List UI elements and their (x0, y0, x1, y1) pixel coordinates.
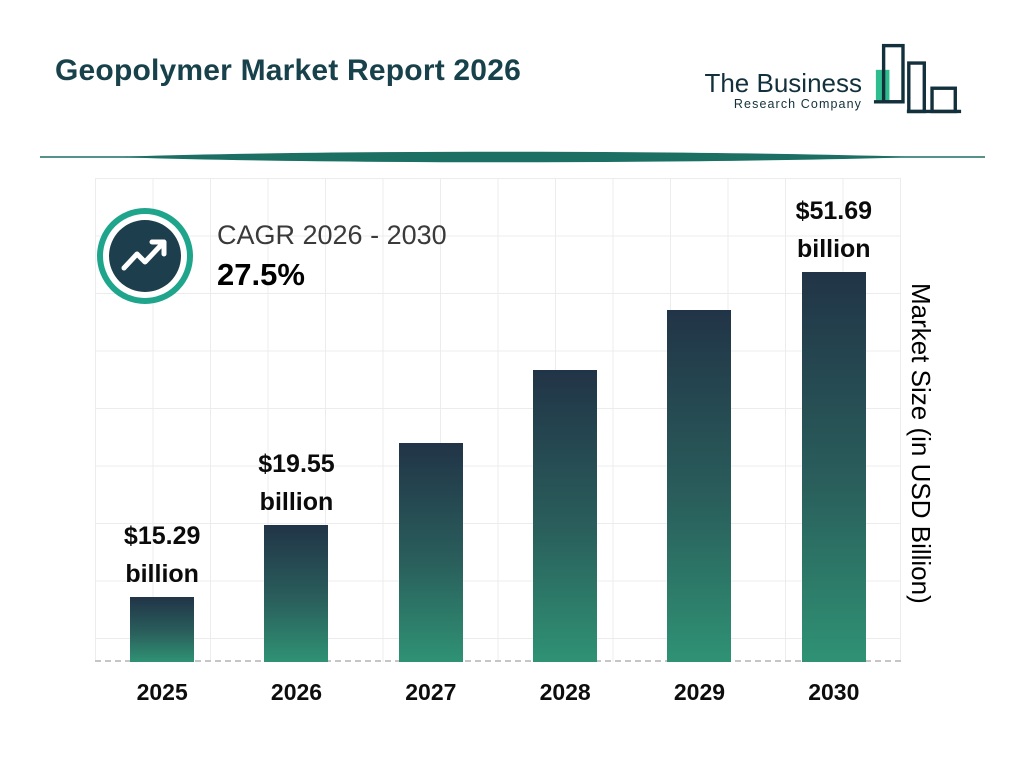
chart-columns: $15.29 billion 2025 $19.55 billion 2026 2027 20… (95, 178, 901, 708)
bar-chart: $15.29 billion 2025 $19.55 billion 2026 2027 20… (95, 178, 901, 708)
cagr-value: 27.5% (217, 256, 305, 292)
y-axis-title: Market Size (in USD Billion) (906, 283, 936, 604)
trend-up-icon (97, 208, 193, 304)
divider-line (40, 151, 985, 163)
chart-column-2029: 2029 (632, 178, 766, 708)
bar-2029 (667, 310, 732, 662)
cagr-texts: CAGR 2026 - 2030 27.5% (217, 220, 447, 293)
bar-2025 (130, 597, 195, 662)
bar-value-label-2030: $51.69 billion (795, 197, 873, 263)
page-title: Geopolymer Market Report 2026 (55, 54, 521, 87)
chart-column-2028: 2028 (498, 178, 632, 708)
bar-chart-logo-icon (873, 43, 962, 114)
x-axis-label-2029: 2029 (673, 679, 726, 705)
company-logo: The Business Research Company (704, 42, 964, 118)
cagr-badge: CAGR 2026 - 2030 27.5% (95, 206, 447, 306)
x-axis-label-2028: 2028 (539, 679, 591, 705)
cagr-label: CAGR 2026 - 2030 (217, 219, 447, 250)
x-axis-label-2030: 2030 (808, 679, 860, 705)
bar-2026 (264, 525, 329, 662)
logo-subname: Research Company (733, 97, 862, 112)
x-axis-label-2025: 2025 (136, 679, 188, 705)
bar-2028 (533, 370, 598, 662)
chart-column-2027: 2027 (364, 178, 498, 708)
logo-name: The Business (704, 68, 862, 98)
x-axis-label-2026: 2026 (270, 679, 323, 705)
chart-column-2026: $19.55 billion 2026 (229, 178, 363, 708)
bar-value-label-2025: $15.29 billion (123, 522, 201, 588)
x-axis-label-2027: 2027 (405, 679, 457, 705)
logo-text: The Business Research Company (704, 42, 862, 111)
chart-grid (95, 178, 901, 662)
chart-column-2025: $15.29 billion 2025 (95, 178, 229, 708)
bar-2027 (398, 443, 463, 662)
bar-value-label-2026: $19.55 billion (258, 450, 335, 516)
bar-2030 (801, 272, 866, 662)
chart-column-2030: $51.69 billion 2030 (767, 178, 901, 708)
